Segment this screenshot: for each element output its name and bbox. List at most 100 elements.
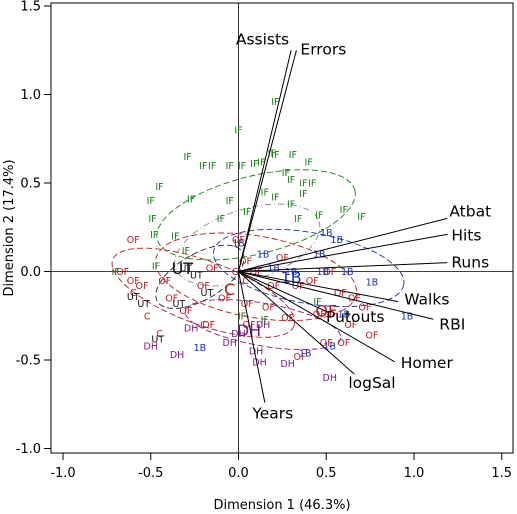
point-label-if: IF — [238, 161, 246, 172]
point-label-of: OF — [218, 294, 231, 305]
point-label-if: IF — [112, 267, 120, 278]
point-label-dh: DH — [280, 359, 294, 370]
point-label-of: OF — [292, 281, 305, 292]
point-label-if: IF — [287, 200, 295, 211]
y-tick-label: -0.5 — [16, 354, 41, 369]
point-label-of: OF — [293, 352, 306, 363]
point-label-of: OF — [334, 288, 347, 299]
point-label-ut: UT — [151, 334, 164, 345]
point-label-if: IF — [150, 230, 158, 241]
point-label-1b: 1B — [401, 311, 414, 322]
vector-homer — [238, 271, 395, 363]
point-label-if: IF — [289, 150, 297, 161]
vector-years — [238, 271, 266, 403]
point-label-1b: 1B — [341, 267, 354, 278]
point-label-if: IF — [271, 193, 279, 204]
point-label-c: C — [232, 267, 239, 278]
point-label-of: OF — [158, 276, 171, 287]
point-label-of: OF — [344, 320, 357, 331]
point-label-of: OF — [320, 338, 333, 349]
y-tick-label: 0.0 — [20, 265, 41, 280]
point-label-if: IF — [226, 196, 234, 207]
point-label-of: OF — [276, 253, 289, 264]
point-label-if: IF — [234, 125, 242, 136]
point-label-of: OF — [197, 281, 210, 292]
point-label-if: IF — [299, 179, 307, 190]
point-label-dh: DH — [249, 347, 263, 358]
plot-frame — [50, 2, 514, 454]
point-label-of: OF — [127, 276, 140, 287]
point-label-if: IF — [287, 175, 295, 186]
point-label-of: OF — [165, 294, 178, 305]
point-label-1b: 1B — [366, 278, 379, 289]
point-label-of: OF — [262, 302, 275, 313]
point-label-of: OF — [179, 306, 192, 317]
point-label-of: OF — [313, 309, 326, 320]
vector-putouts — [238, 271, 329, 313]
point-label-if: IF — [340, 205, 348, 216]
vector-label-hits: Hits — [451, 226, 481, 244]
point-label-ut: UT — [201, 288, 214, 299]
x-tick-label: -0.5 — [138, 466, 163, 481]
point-label-if: IF — [187, 194, 195, 205]
point-label-c: C — [242, 276, 249, 287]
point-label-if: IF — [271, 150, 279, 161]
vector-runs — [238, 262, 448, 272]
point-label-if: IF — [208, 161, 216, 172]
point-label-of: OF — [250, 267, 263, 278]
y-tick-label: 0.5 — [20, 177, 41, 192]
point-label-1b: 1B — [320, 228, 333, 239]
point-label-dh: DH — [144, 341, 158, 352]
point-label-ut: UT — [172, 299, 185, 310]
point-label-if: IF — [357, 212, 365, 223]
point-label-if: IF — [261, 187, 269, 198]
vector-assists — [238, 50, 292, 272]
vector-label-walks: Walks — [404, 291, 449, 309]
point-label-of: OF — [116, 267, 129, 278]
point-label-c: C — [130, 288, 137, 299]
vector-logsal — [238, 271, 355, 375]
point-label-if: IF — [182, 246, 190, 257]
vector-atbat — [238, 217, 448, 272]
point-label-if: IF — [250, 159, 258, 170]
vector-label-runs: Runs — [451, 254, 489, 272]
point-label-dh: DH — [222, 338, 236, 349]
x-tick-label: -1.0 — [50, 466, 75, 481]
point-label-if: IF — [305, 157, 313, 168]
point-label-if: IF — [199, 161, 207, 172]
vector-walks — [238, 271, 399, 303]
vector-label-putouts: Putouts — [326, 308, 384, 326]
ellipse-2b — [174, 203, 321, 287]
ellipse-of — [155, 232, 357, 322]
point-label-ut: UT — [127, 292, 140, 303]
point-label-ut: UT — [137, 299, 150, 310]
vector-label-assists: Assists — [236, 30, 289, 48]
point-label-1b: 1B — [330, 235, 343, 246]
point-label-dh: DH — [252, 357, 266, 368]
point-label-of: OF — [365, 331, 378, 342]
point-label-if: IF — [147, 196, 155, 207]
point-label-of: OF — [239, 256, 252, 267]
ellipse-if — [156, 169, 356, 261]
point-label-if: IF — [315, 210, 323, 221]
point-label-if: IF — [308, 179, 316, 190]
vector-hits — [238, 233, 448, 272]
point-label-1b: 1B — [257, 249, 270, 260]
point-label-of: OF — [232, 235, 245, 246]
variable-vectors: Assists Errors Atbat Hits Runs Walks RBI Putout… — [236, 30, 491, 422]
point-label-if: IF — [257, 157, 265, 168]
x-tick-label: 0.5 — [316, 466, 337, 481]
ellipse-ut — [155, 244, 245, 309]
point-label-of: OF — [358, 302, 371, 313]
y-tick-label: 1.5 — [20, 0, 41, 15]
point-label-if: IF — [148, 214, 156, 225]
vector-label-errors: Errors — [300, 40, 346, 58]
x-tick-label: 1.5 — [491, 466, 512, 481]
ellipse-1b — [212, 228, 405, 308]
point-label-ut: UT — [179, 263, 192, 274]
vector-label-homer: Homer — [401, 354, 454, 372]
point-label-1b: 1B — [232, 239, 245, 250]
point-label-if: IF — [313, 297, 321, 308]
vector-label-atbat: Atbat — [449, 202, 491, 220]
